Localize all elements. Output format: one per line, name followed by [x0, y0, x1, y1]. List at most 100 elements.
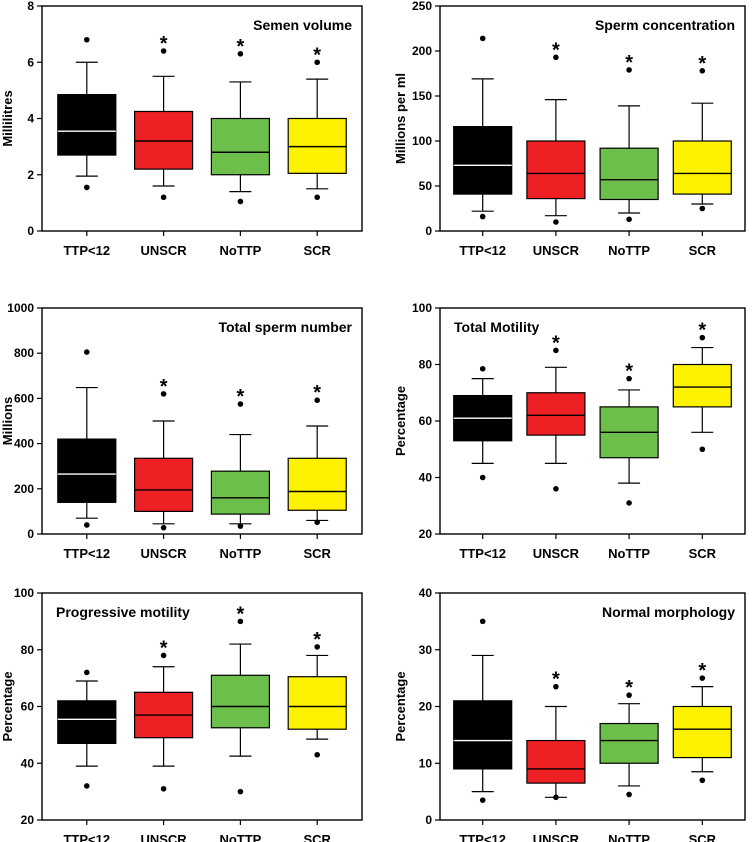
outlier-point: [699, 446, 706, 453]
box-2: *: [599, 677, 659, 798]
x-tick-label: NoTTP: [608, 243, 650, 258]
significance-star: *: [625, 52, 633, 74]
y-tick-label: 400: [14, 437, 34, 451]
iqr-box: [526, 739, 586, 784]
x-tick-label: SCR: [689, 546, 717, 561]
box-1: *: [134, 637, 194, 792]
outlier-point: [479, 797, 486, 803]
x-tick-label: UNSCR: [533, 832, 580, 842]
box-1: *: [526, 39, 586, 225]
y-tick-label: 200: [14, 482, 34, 496]
y-tick-label: 40: [419, 471, 433, 485]
x-tick-label: TTP<12: [63, 243, 110, 258]
y-tick-label: 250: [412, 0, 432, 13]
y-axis-label: Millions: [0, 397, 15, 445]
box-3: *: [672, 660, 732, 784]
significance-star: *: [160, 637, 168, 659]
box-1: *: [526, 669, 586, 801]
outlier-point: [314, 519, 321, 526]
y-tick-label: 4: [27, 112, 34, 126]
outlier-point: [699, 675, 706, 681]
outlier-point: [699, 205, 706, 212]
y-tick-label: 100: [412, 134, 432, 148]
outlier-point: [84, 349, 90, 355]
box-3: *: [287, 44, 347, 201]
outlier-point: [479, 365, 486, 372]
box-2: *: [599, 361, 659, 506]
y-tick-label: 0: [425, 813, 432, 827]
x-tick-label: UNSCR: [140, 832, 187, 842]
outlier-point: [314, 59, 321, 66]
x-tick-label: NoTTP: [608, 832, 650, 842]
y-tick-label: 6: [27, 55, 34, 69]
plot-frame: [439, 5, 746, 232]
y-tick-label: 200: [412, 44, 432, 58]
y-tick-label: 20: [419, 527, 433, 541]
iqr-box: [453, 700, 513, 770]
outlier-point: [479, 35, 486, 42]
chart-title: Total sperm number: [218, 319, 352, 335]
chart-panel-4: 20 40 60 80 100 TTP<12 UNSCR NoTTP SCR Percentage…: [393, 301, 746, 561]
box-1: *: [134, 33, 194, 201]
outlier-point: [160, 652, 167, 659]
outlier-point: [237, 51, 244, 57]
significance-star: *: [237, 386, 245, 408]
y-tick-label: 50: [419, 179, 433, 193]
x-tick-label: NoTTP: [219, 832, 261, 842]
x-tick-label: TTP<12: [459, 546, 506, 561]
outlier-point: [314, 397, 321, 404]
outlier-point: [699, 334, 706, 341]
iqr-box: [599, 147, 659, 201]
y-axis-label: Percentage: [393, 671, 408, 741]
outlier-point: [237, 198, 244, 205]
plot-frame: [41, 307, 363, 535]
outlier-point: [237, 523, 244, 529]
outlier-point: [553, 54, 559, 61]
y-axis-label: Millions per ml: [393, 73, 408, 164]
x-tick-label: NoTTP: [219, 546, 261, 561]
iqr-box: [210, 117, 270, 176]
y-tick-label: 2: [27, 168, 34, 182]
outlier-point: [84, 669, 90, 676]
iqr-box: [526, 140, 586, 200]
y-tick-label: 100: [412, 301, 432, 315]
y-tick-label: 8: [27, 0, 34, 13]
iqr-box: [672, 363, 732, 408]
iqr-box: [210, 470, 270, 515]
significance-star: *: [552, 669, 560, 691]
outlier-point: [553, 794, 559, 801]
box-3: *: [287, 382, 347, 526]
box-1: *: [526, 332, 586, 492]
y-axis-label: Percentage: [393, 386, 408, 456]
box-3: *: [672, 320, 732, 453]
y-tick-label: 10: [419, 756, 433, 770]
outlier-point: [84, 36, 90, 43]
x-tick-label: UNSCR: [533, 546, 580, 561]
x-tick-label: SCR: [303, 832, 331, 842]
outlier-point: [237, 788, 244, 795]
outlier-point: [553, 219, 559, 225]
y-tick-label: 0: [425, 224, 432, 238]
outlier-point: [553, 683, 559, 690]
y-tick-label: 60: [21, 700, 35, 714]
outlier-point: [699, 68, 706, 74]
significance-star: *: [698, 320, 706, 342]
outlier-point: [160, 524, 167, 531]
outlier-point: [626, 216, 632, 223]
outlier-point: [479, 213, 486, 220]
y-tick-label: 1000: [7, 301, 34, 315]
outlier-point: [314, 194, 321, 201]
chart-panel-5: 20 40 60 80 100 TTP<12 UNSCR NoTTP SCR Percentage…: [0, 586, 363, 842]
iqr-box: [287, 457, 347, 511]
significance-star: *: [313, 44, 321, 66]
outlier-point: [160, 391, 167, 397]
y-tick-label: 20: [21, 813, 35, 827]
y-tick-label: 40: [419, 586, 433, 600]
significance-star: *: [160, 376, 168, 398]
x-tick-label: UNSCR: [140, 546, 187, 561]
outlier-point: [479, 618, 486, 625]
iqr-box: [210, 674, 270, 729]
y-tick-label: 40: [21, 756, 35, 770]
significance-star: *: [313, 629, 321, 651]
